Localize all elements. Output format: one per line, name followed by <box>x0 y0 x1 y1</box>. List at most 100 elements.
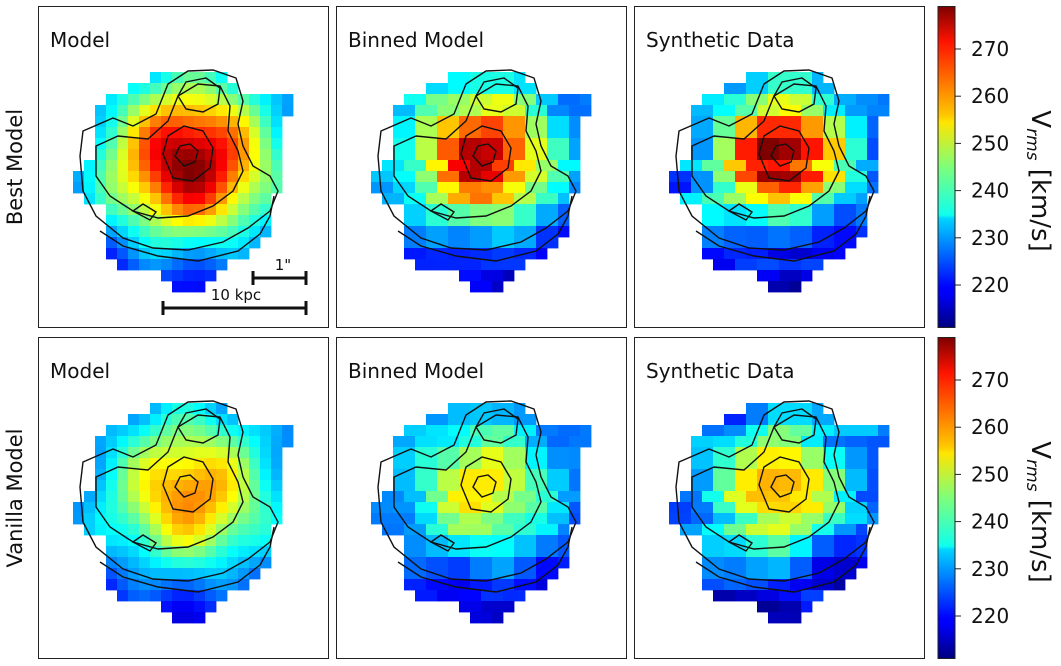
map-cell <box>867 160 879 172</box>
map-cell <box>801 568 813 580</box>
map-cell <box>746 182 758 194</box>
map-cell <box>415 491 427 503</box>
map-cell <box>139 171 151 183</box>
colorbar-label-unit: [km/s] <box>1025 160 1055 251</box>
map-cell <box>735 94 747 106</box>
map-cell <box>757 94 769 106</box>
map-cell <box>514 182 526 194</box>
map-cell <box>106 425 118 437</box>
map-cell <box>404 193 416 205</box>
map-cell <box>558 458 570 470</box>
map-cell <box>183 458 195 470</box>
map-cell <box>227 447 239 459</box>
map-cell <box>459 204 471 216</box>
map-cell <box>713 94 725 106</box>
contour-outer <box>675 400 875 582</box>
map-cell <box>735 248 747 260</box>
contour-north <box>177 77 221 113</box>
map-cell <box>558 436 570 448</box>
map-cell <box>779 601 791 613</box>
map-cell <box>503 83 515 95</box>
map-cell <box>779 259 791 271</box>
map-cell <box>216 491 228 503</box>
map-cell <box>128 447 140 459</box>
map-cell <box>691 127 703 139</box>
map-cell <box>227 160 239 172</box>
map-cell <box>227 557 239 569</box>
map-cell <box>481 237 493 249</box>
map-cell <box>481 491 493 503</box>
map-cell <box>702 116 714 128</box>
map-cell <box>404 458 416 470</box>
map-cell <box>547 149 559 161</box>
map-cell <box>845 524 857 536</box>
map-cell <box>249 546 261 558</box>
map-cell <box>525 557 537 569</box>
map-cell <box>106 94 118 106</box>
map-cell <box>128 226 140 238</box>
panel-title: Model <box>50 359 110 383</box>
map-cell <box>437 458 449 470</box>
map-cell <box>492 105 504 117</box>
map-cell <box>481 414 493 426</box>
map-cell <box>282 436 294 448</box>
map-cell <box>768 491 780 503</box>
map-cell <box>547 94 559 106</box>
map-cell <box>183 590 195 602</box>
map-cell <box>558 105 570 117</box>
map-cell <box>702 436 714 448</box>
map-cell <box>503 248 515 260</box>
map-cell <box>790 579 802 591</box>
map-cell <box>437 160 449 172</box>
map-cell <box>569 105 581 117</box>
map-cell <box>459 590 471 602</box>
map-cell <box>437 579 449 591</box>
map-cell <box>139 579 151 591</box>
map-cell <box>547 215 559 227</box>
map-cell <box>426 513 438 525</box>
map-cell <box>801 601 813 613</box>
map-cell <box>194 105 206 117</box>
map-cell <box>845 215 857 227</box>
map-cell <box>448 138 460 150</box>
map-cell <box>823 425 835 437</box>
map-cell <box>128 83 140 95</box>
map-cell <box>437 127 449 139</box>
map-cell <box>106 149 118 161</box>
map-cell <box>680 171 692 183</box>
map-cell <box>426 94 438 106</box>
map-cell <box>768 226 780 238</box>
map-cell <box>194 546 206 558</box>
map-cell <box>117 226 129 238</box>
panel-title: Synthetic Data <box>646 359 795 383</box>
map-cell <box>525 204 537 216</box>
map-cell <box>735 414 747 426</box>
map-cell <box>426 436 438 448</box>
map-cell <box>812 469 824 481</box>
map-cell <box>73 513 85 525</box>
map-cell <box>867 105 879 117</box>
map-cell <box>216 248 228 260</box>
map-cell <box>106 160 118 172</box>
map-cell <box>161 270 173 282</box>
map-cell <box>779 491 791 503</box>
map-cell <box>216 138 228 150</box>
map-cell <box>194 215 206 227</box>
map-cell <box>757 557 769 569</box>
map-cell <box>437 83 449 95</box>
map-cell <box>128 414 140 426</box>
map-cell <box>459 458 471 470</box>
map-cell <box>503 579 515 591</box>
map-cell <box>227 215 239 227</box>
map-cell <box>536 557 548 569</box>
map-cell <box>415 502 427 514</box>
map-cell <box>735 83 747 95</box>
map-cell <box>536 226 548 238</box>
map-cell <box>415 226 427 238</box>
map-cell <box>757 138 769 150</box>
map-cell <box>426 116 438 128</box>
map-cell <box>183 83 195 95</box>
map-cell <box>128 590 140 602</box>
map-cell <box>724 513 736 525</box>
